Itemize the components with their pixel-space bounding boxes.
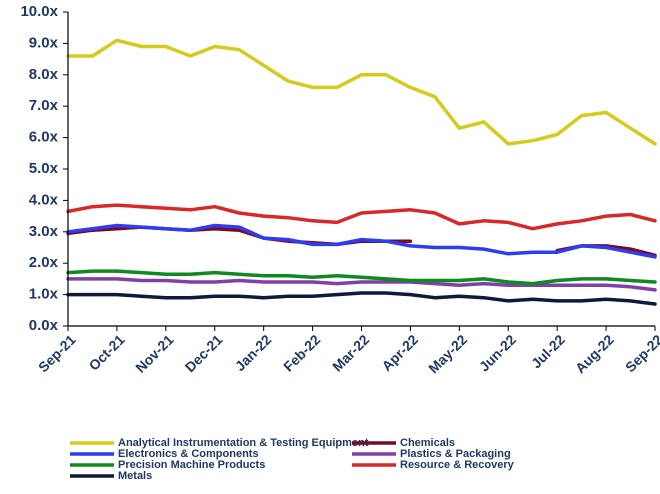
series-line (66, 277, 657, 292)
x-tick-label: Jul-22 (528, 331, 568, 371)
x-tick-label: Mar-22 (329, 331, 372, 374)
series-line (66, 291, 657, 306)
x-tick-label: May-22 (425, 331, 470, 376)
y-tick-label: 0.0x (29, 317, 59, 334)
y-tick-label: 6.0x (29, 129, 59, 146)
series-line (66, 38, 657, 146)
y-tick-label: 3.0x (29, 223, 59, 240)
x-tick-label: Sep-22 (622, 331, 660, 375)
x-tick-label: Apr-22 (378, 331, 421, 374)
y-tick-label: 9.0x (29, 34, 59, 51)
x-tick-label: Oct-21 (86, 331, 128, 373)
y-tick-label: 7.0x (29, 97, 59, 114)
x-tick-label: Jan-22 (232, 331, 275, 374)
legend-label: Metals (118, 470, 152, 482)
x-tick-label: Dec-21 (182, 331, 226, 375)
y-tick-label: 1.0x (29, 286, 59, 303)
legend-label: Resource & Recovery (400, 459, 515, 471)
legend-label: Electronics & Components (118, 448, 259, 460)
x-tick-label: Sep-21 (35, 331, 79, 375)
x-tick-label: Feb-22 (280, 331, 323, 374)
y-tick-label: 5.0x (29, 160, 59, 177)
legend-label: Precision Machine Products (118, 459, 265, 471)
legend-label: Chemicals (400, 437, 455, 449)
series-line (66, 223, 657, 259)
legend-label: Analytical Instrumentation & Testing Equ… (118, 437, 369, 449)
y-tick-label: 8.0x (29, 66, 59, 83)
x-tick-label: Nov-21 (132, 331, 176, 375)
series-line (66, 203, 657, 231)
y-tick-label: 10.0x (20, 3, 58, 20)
y-tick-label: 4.0x (29, 191, 59, 208)
x-tick-label: Aug-22 (572, 331, 617, 376)
x-tick-label: Jun-22 (476, 331, 519, 374)
series-line (66, 269, 657, 286)
legend-label: Plastics & Packaging (400, 448, 511, 460)
y-tick-label: 2.0x (29, 254, 59, 271)
